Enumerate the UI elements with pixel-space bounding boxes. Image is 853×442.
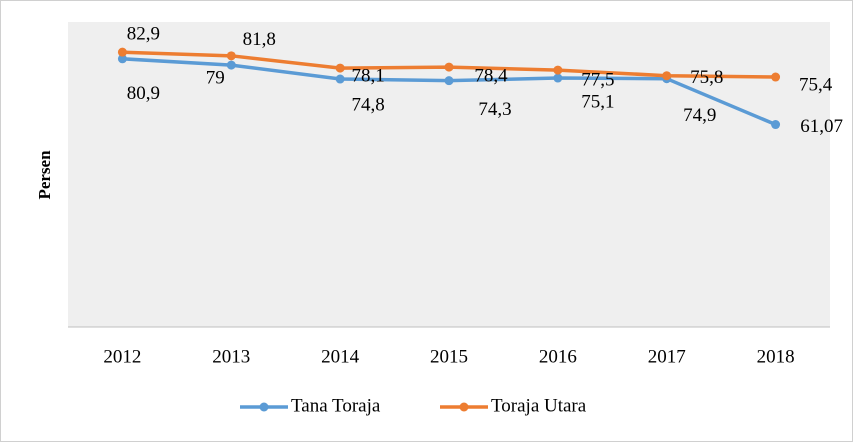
data-label: 74,9 — [683, 105, 716, 126]
x-tick-label: 2017 — [648, 346, 686, 367]
legend-marker — [459, 402, 469, 412]
point — [771, 120, 781, 130]
point — [226, 51, 236, 61]
data-label: 75,8 — [690, 67, 723, 88]
data-label: 78,1 — [352, 65, 385, 86]
data-label: 74,8 — [352, 94, 385, 115]
point — [335, 74, 345, 84]
x-tick-label: 2016 — [539, 346, 577, 367]
data-label: 81,8 — [243, 29, 276, 50]
data-label: 77,5 — [581, 69, 614, 90]
x-tick-label: 2018 — [757, 346, 795, 367]
point — [444, 62, 454, 72]
point — [771, 72, 781, 82]
data-label: 80,9 — [127, 83, 160, 104]
point — [117, 54, 127, 64]
legend-label: Toraja Utara — [491, 395, 587, 416]
data-label: 82,9 — [127, 24, 160, 45]
point — [553, 73, 563, 83]
plot-area — [68, 22, 830, 327]
x-tick-label: 2012 — [103, 346, 141, 367]
point — [335, 63, 345, 73]
legend-label: Tana Toraja — [291, 395, 381, 416]
point — [226, 60, 236, 70]
x-tick-label: 2014 — [321, 346, 360, 367]
x-tick-label: 2015 — [430, 346, 468, 367]
data-label: 61,07 — [800, 116, 843, 137]
point — [662, 71, 672, 81]
legend-marker — [259, 402, 269, 412]
point — [444, 76, 454, 86]
data-label: 75,1 — [581, 91, 614, 112]
data-label: 75,4 — [799, 74, 833, 95]
point — [117, 47, 127, 57]
y-axis-label: Persen — [35, 150, 54, 200]
x-tick-label: 2013 — [212, 346, 250, 367]
point — [553, 65, 563, 75]
data-label: 78,4 — [474, 65, 508, 86]
data-label: 79 — [206, 67, 225, 88]
data-label: 74,3 — [478, 99, 511, 120]
